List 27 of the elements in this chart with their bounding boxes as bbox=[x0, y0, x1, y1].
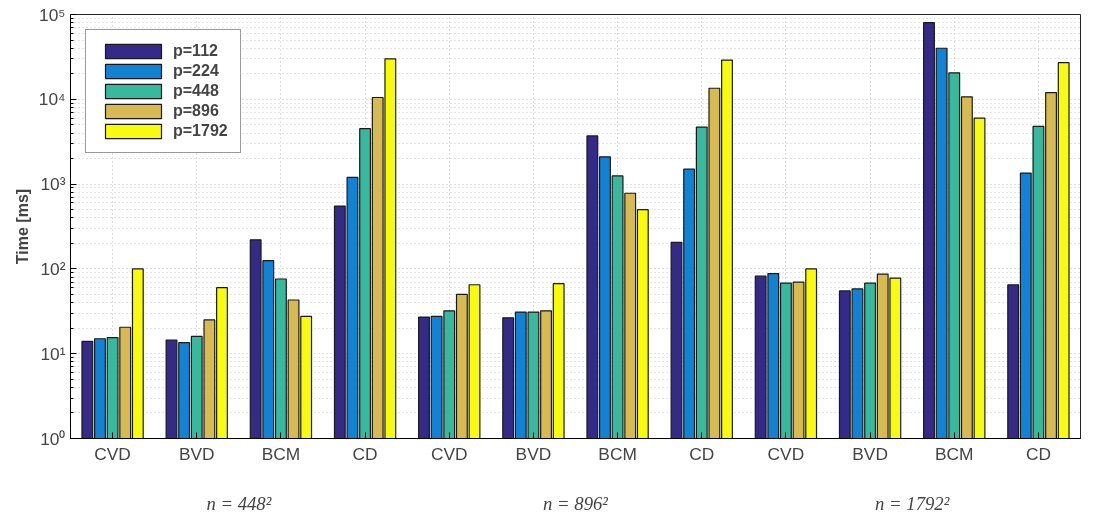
x-tick-label: CVD bbox=[430, 443, 468, 464]
x-tick-label: CVD bbox=[94, 443, 131, 464]
x-tick-label: BVD bbox=[178, 443, 215, 464]
x-tick-label: CD bbox=[689, 443, 715, 464]
y-tick-label: 10⁴ bbox=[38, 89, 66, 110]
y-tick-label: 10⁰ bbox=[40, 428, 66, 449]
text: n = 1792² bbox=[875, 492, 950, 514]
legend-label: p=896 bbox=[173, 102, 219, 120]
legend-label: p=112 bbox=[173, 42, 218, 60]
x-tick-label: CD bbox=[1025, 443, 1051, 464]
x-tick-label: BVD bbox=[852, 443, 888, 464]
x-tick-label: BCM bbox=[935, 443, 974, 464]
y-tick-label: 10¹ bbox=[40, 343, 66, 364]
x-tick-label: BCM bbox=[598, 443, 637, 464]
text: n = 448² bbox=[206, 492, 272, 514]
y-tick-label: 10³ bbox=[40, 174, 66, 195]
text: n = 896² bbox=[543, 492, 609, 514]
legend-label: p=224 bbox=[173, 62, 219, 80]
y-tick-label: 10² bbox=[40, 258, 66, 279]
x-tick-label: CVD bbox=[767, 443, 805, 464]
x-tick-label: BCM bbox=[261, 443, 301, 464]
legend-label: p=1792 bbox=[173, 122, 228, 140]
x-tick-label: BVD bbox=[515, 443, 552, 464]
x-tick-label: CD bbox=[352, 443, 378, 464]
y-tick-label: 10⁵ bbox=[39, 4, 66, 25]
legend-label: p=448 bbox=[173, 82, 219, 100]
y-axis-title: Time [ms] bbox=[13, 188, 31, 265]
